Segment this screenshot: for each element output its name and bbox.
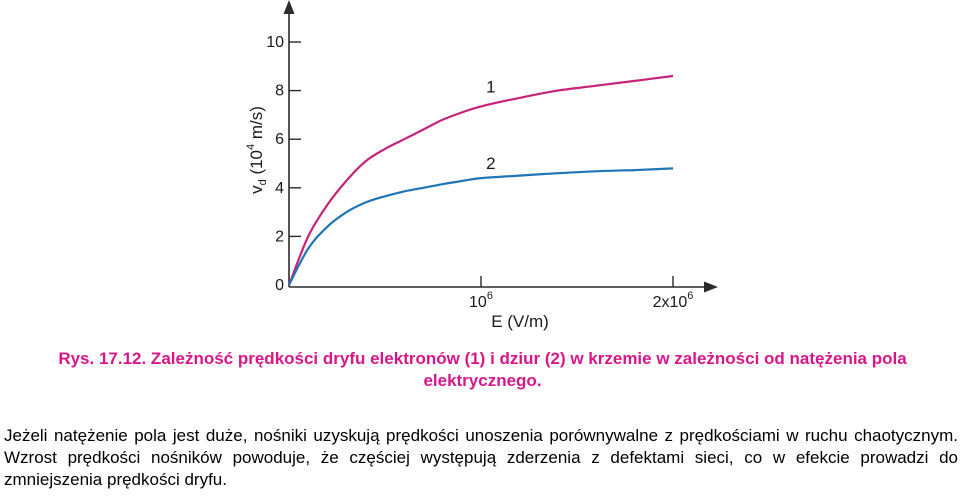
series: 12	[287, 74, 674, 286]
y-tick-label: 8	[275, 83, 284, 100]
y-tick-label: 0	[275, 277, 284, 294]
x-axis	[289, 281, 718, 293]
body-paragraph: Jeżeli natężenie pola jest duże, nośniki…	[4, 426, 958, 489]
series-label-2: 2	[486, 154, 495, 173]
y-label-open: (10	[247, 150, 266, 179]
x-ticks: 106 2x106	[469, 276, 693, 311]
x-axis-label: E (V/m)	[491, 312, 549, 331]
y-tick-label: 10	[266, 34, 284, 51]
x-tick-label: 2x106	[653, 290, 694, 311]
y-axis	[283, 0, 295, 287]
y-axis-label: vd (104 m/s)	[245, 106, 269, 194]
y-tick-label: 4	[275, 180, 284, 197]
x-tick-base: 2x10	[653, 294, 688, 311]
y-ticks: 0 2 4 6 8 10	[266, 34, 301, 294]
x-tick-label: 106	[469, 290, 493, 311]
x-tick-exponent: 6	[487, 290, 493, 302]
x-axis-arrow	[704, 281, 718, 293]
series-line-2	[288, 167, 674, 286]
series-line-1	[287, 74, 674, 286]
y-tick-label: 6	[275, 131, 284, 148]
y-axis-arrow	[283, 0, 295, 14]
x-tick-base: 10	[469, 294, 487, 311]
y-label-close: m/s)	[247, 106, 266, 144]
y-label-sub: d	[257, 179, 269, 185]
y-label-main: v	[247, 185, 266, 194]
x-tick-exponent: 6	[687, 290, 693, 302]
y-label-sup: 4	[245, 144, 257, 150]
y-tick-label: 2	[275, 228, 284, 245]
series-label-1: 1	[486, 77, 495, 96]
figure-caption: Rys. 17.12. Zależność prędkości dryfu el…	[58, 349, 907, 390]
